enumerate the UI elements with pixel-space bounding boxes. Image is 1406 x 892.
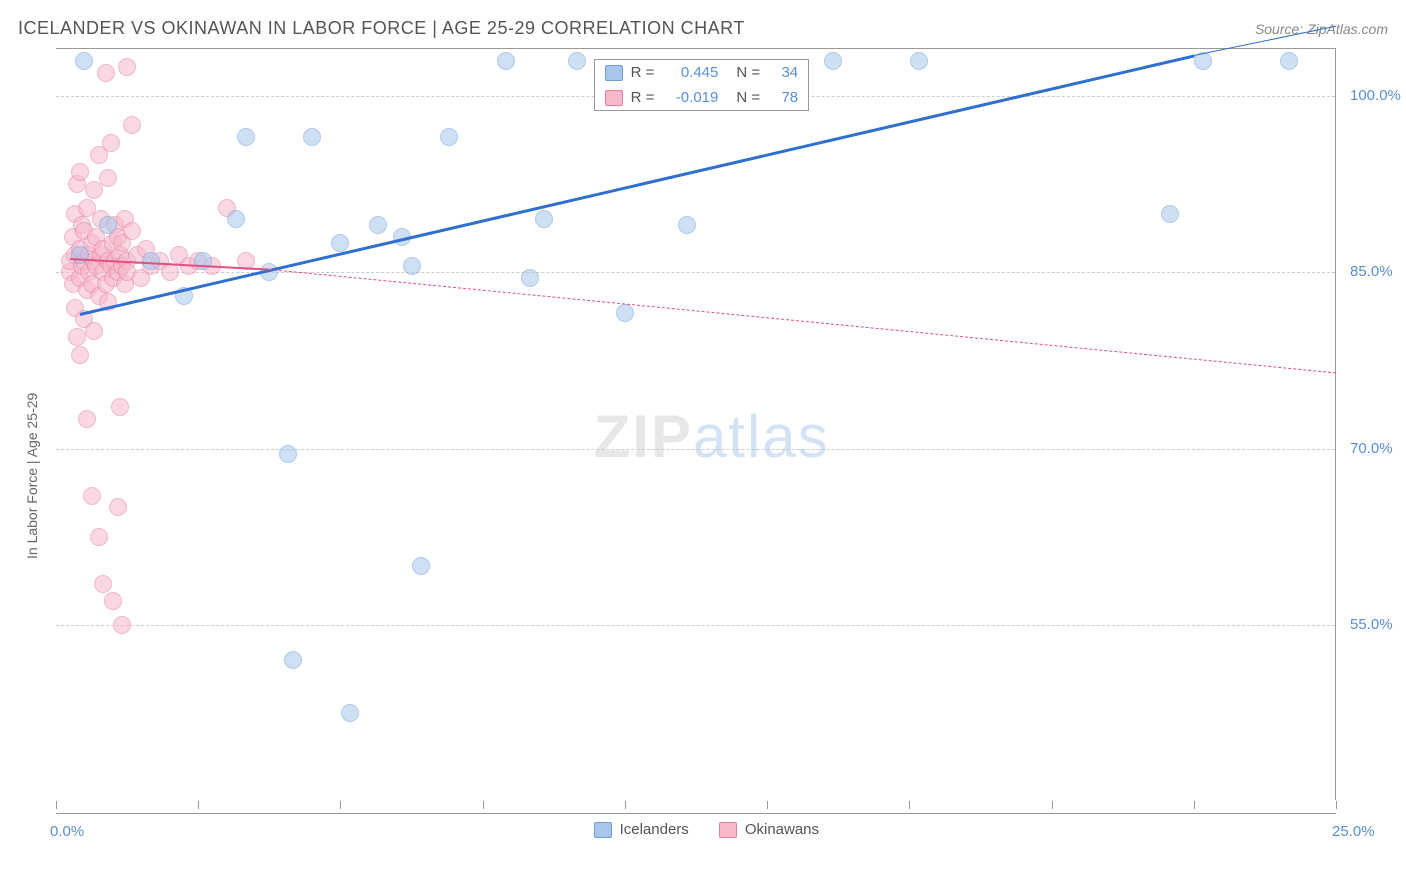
x-min-label: 0.0%: [50, 823, 84, 840]
data-point: [123, 222, 141, 240]
data-point: [369, 216, 387, 234]
trend-line: [269, 269, 1336, 373]
y-tick-label: 70.0%: [1350, 440, 1393, 457]
legend-item: Okinawans: [719, 821, 819, 838]
stat-n-label: N =: [736, 64, 760, 81]
data-point: [78, 410, 96, 428]
bottom-legend: Icelanders Okinawans: [594, 821, 819, 838]
data-point: [97, 64, 115, 82]
legend-item: Icelanders: [594, 821, 689, 838]
chart-title: ICELANDER VS OKINAWAN IN LABOR FORCE | A…: [18, 18, 745, 39]
data-point: [678, 216, 696, 234]
data-point: [68, 328, 86, 346]
data-point: [99, 169, 117, 187]
watermark: ZIPatlas: [594, 402, 830, 471]
stat-r-value: -0.019: [662, 89, 718, 106]
data-point: [83, 487, 101, 505]
gridline: [56, 449, 1335, 450]
data-point: [521, 269, 539, 287]
y-axis-title: In Labor Force | Age 25-29: [24, 393, 40, 559]
data-point: [1161, 205, 1179, 223]
data-point: [71, 246, 89, 264]
data-point: [111, 398, 129, 416]
stats-legend-box: R = 0.445 N = 34 R = -0.019 N = 78: [594, 59, 810, 111]
data-point: [227, 210, 245, 228]
legend-label: Okinawans: [745, 821, 819, 838]
x-tick: [483, 801, 484, 809]
legend-swatch: [594, 822, 612, 838]
data-point: [568, 52, 586, 70]
data-point: [90, 528, 108, 546]
data-point: [71, 346, 89, 364]
y-tick-label: 55.0%: [1350, 616, 1393, 633]
y-tick-label: 85.0%: [1350, 263, 1393, 280]
data-point: [142, 252, 160, 270]
data-point: [161, 263, 179, 281]
x-tick: [198, 801, 199, 809]
scatter-plot-area: 55.0%70.0%85.0%100.0%0.0%25.0%ZIPatlasR …: [56, 48, 1336, 800]
x-tick: [340, 801, 341, 809]
data-point: [303, 128, 321, 146]
data-point: [824, 52, 842, 70]
x-tick: [1336, 801, 1337, 809]
x-axis-line: [56, 813, 1336, 814]
gridline: [56, 625, 1335, 626]
legend-swatch: [719, 822, 737, 838]
data-point: [910, 52, 928, 70]
data-point: [412, 557, 430, 575]
legend-swatch: [605, 65, 623, 81]
data-point: [616, 304, 634, 322]
x-tick: [909, 801, 910, 809]
data-point: [284, 651, 302, 669]
data-point: [497, 52, 515, 70]
data-point: [279, 445, 297, 463]
data-point: [113, 616, 131, 634]
data-point: [331, 234, 349, 252]
data-point: [440, 128, 458, 146]
data-point: [1280, 52, 1298, 70]
data-point: [71, 163, 89, 181]
data-point: [104, 592, 122, 610]
stat-n-value: 78: [768, 89, 798, 106]
stat-r-value: 0.445: [662, 64, 718, 81]
data-point: [123, 116, 141, 134]
x-tick: [1194, 801, 1195, 809]
legend-label: Icelanders: [620, 821, 689, 838]
data-point: [94, 575, 112, 593]
x-max-label: 25.0%: [1332, 823, 1387, 840]
stat-n-label: N =: [736, 89, 760, 106]
x-tick: [56, 801, 57, 809]
data-point: [85, 322, 103, 340]
data-point: [237, 128, 255, 146]
stat-r-label: R =: [631, 64, 655, 81]
data-point: [99, 216, 117, 234]
data-point: [118, 58, 136, 76]
data-point: [102, 134, 120, 152]
stat-r-label: R =: [631, 89, 655, 106]
y-tick-label: 100.0%: [1350, 87, 1401, 104]
x-tick: [767, 801, 768, 809]
data-point: [535, 210, 553, 228]
legend-swatch: [605, 90, 623, 106]
x-tick: [1052, 801, 1053, 809]
stat-n-value: 34: [768, 64, 798, 81]
data-point: [341, 704, 359, 722]
data-point: [403, 257, 421, 275]
stats-row: R = 0.445 N = 34: [595, 60, 809, 85]
x-tick: [625, 801, 626, 809]
data-point: [75, 52, 93, 70]
data-point: [109, 498, 127, 516]
stats-row: R = -0.019 N = 78: [595, 85, 809, 110]
